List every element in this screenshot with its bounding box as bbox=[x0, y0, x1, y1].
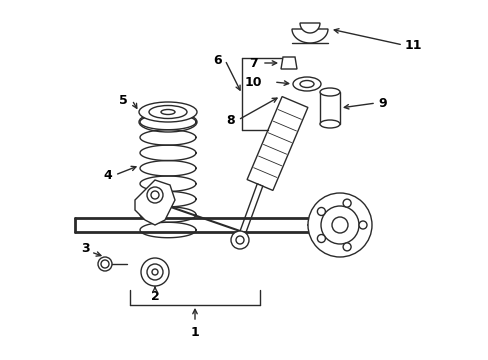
Text: 11: 11 bbox=[404, 39, 422, 51]
Circle shape bbox=[343, 199, 350, 207]
Ellipse shape bbox=[149, 105, 186, 118]
Circle shape bbox=[343, 243, 350, 251]
Circle shape bbox=[147, 264, 163, 280]
Circle shape bbox=[317, 207, 325, 216]
Text: 3: 3 bbox=[81, 242, 90, 255]
Ellipse shape bbox=[319, 88, 339, 96]
Polygon shape bbox=[299, 23, 319, 33]
Text: 6: 6 bbox=[213, 54, 222, 67]
Text: 7: 7 bbox=[249, 57, 258, 69]
Ellipse shape bbox=[319, 120, 339, 128]
Ellipse shape bbox=[161, 109, 175, 114]
Text: 1: 1 bbox=[190, 325, 199, 338]
Circle shape bbox=[320, 206, 358, 244]
Text: 4: 4 bbox=[103, 168, 112, 181]
Circle shape bbox=[358, 221, 366, 229]
Ellipse shape bbox=[139, 112, 197, 132]
Text: 5: 5 bbox=[119, 94, 128, 107]
Polygon shape bbox=[135, 180, 175, 225]
Circle shape bbox=[141, 258, 169, 286]
Text: 2: 2 bbox=[150, 291, 159, 303]
Circle shape bbox=[151, 191, 159, 199]
Circle shape bbox=[152, 269, 158, 275]
Circle shape bbox=[307, 193, 371, 257]
Circle shape bbox=[331, 217, 347, 233]
Circle shape bbox=[230, 231, 248, 249]
Circle shape bbox=[317, 234, 325, 243]
Polygon shape bbox=[237, 184, 262, 241]
Bar bbox=[319, 92, 339, 124]
Ellipse shape bbox=[292, 77, 320, 91]
Polygon shape bbox=[281, 57, 296, 69]
Polygon shape bbox=[246, 96, 307, 190]
Text: 10: 10 bbox=[244, 76, 262, 89]
Circle shape bbox=[236, 236, 244, 244]
Circle shape bbox=[98, 257, 112, 271]
Text: 9: 9 bbox=[377, 96, 386, 109]
Circle shape bbox=[101, 260, 109, 268]
Text: 8: 8 bbox=[226, 113, 235, 126]
Circle shape bbox=[147, 187, 163, 203]
Polygon shape bbox=[291, 29, 327, 43]
Ellipse shape bbox=[299, 81, 313, 87]
Ellipse shape bbox=[139, 102, 197, 122]
